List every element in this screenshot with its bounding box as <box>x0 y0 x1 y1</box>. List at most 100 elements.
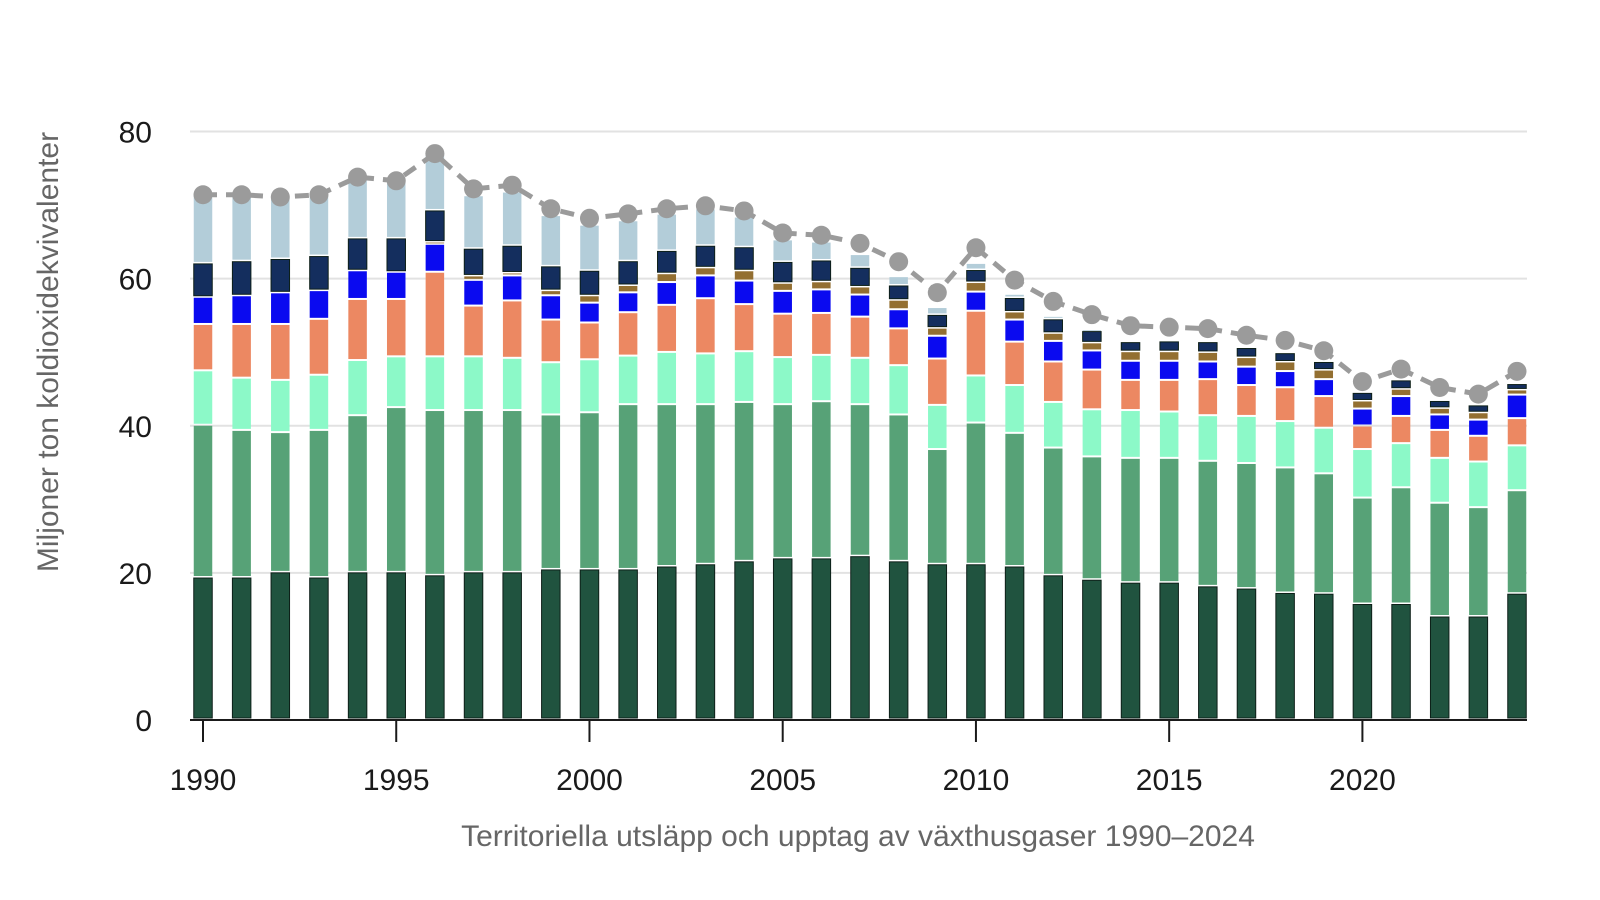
bar-stack <box>850 255 870 719</box>
total-point <box>889 252 909 272</box>
bar-segment <box>812 313 831 354</box>
bar-segment <box>502 411 522 571</box>
bar-segment <box>1236 588 1257 719</box>
bar-segment <box>541 320 561 362</box>
total-point <box>850 233 870 253</box>
bar-segment <box>927 314 948 328</box>
y-tick-label: 40 <box>119 411 152 444</box>
bar-segment <box>425 272 445 356</box>
bar-segment <box>850 317 870 357</box>
bar-segment <box>1005 342 1024 385</box>
bar-segment <box>618 405 638 568</box>
bar-segment <box>696 268 715 275</box>
bar-stack <box>1159 341 1179 719</box>
bar-segment <box>541 415 561 568</box>
bar-segment <box>1314 370 1334 379</box>
y-tick-label: 20 <box>119 558 152 591</box>
bar-segment <box>1275 388 1295 421</box>
bar-stack <box>1120 342 1141 719</box>
total-point <box>425 144 445 164</box>
bar-segment <box>657 283 677 304</box>
bar-segment <box>696 299 715 353</box>
bar-segment <box>580 413 599 568</box>
bar-stack <box>270 196 291 719</box>
x-tick-label: 2005 <box>749 764 816 797</box>
bar-segment <box>309 430 329 577</box>
total-point <box>232 185 252 205</box>
bar-segment <box>773 240 792 261</box>
bar-segment <box>927 564 948 719</box>
bar-segment <box>541 363 561 414</box>
bar-segment <box>1275 362 1295 371</box>
bar-segment <box>850 287 870 294</box>
bar-segment <box>1043 362 1063 401</box>
bar-stack <box>1043 316 1063 719</box>
bar-segment <box>1507 390 1527 394</box>
bar-segment <box>773 314 792 357</box>
bar-segment <box>1430 430 1449 457</box>
bar-segment <box>966 263 986 269</box>
bar-segment <box>657 305 677 351</box>
bar-stack <box>1352 392 1373 719</box>
bar-segment <box>1275 372 1295 387</box>
x-tick-label: 1995 <box>363 764 430 797</box>
total-point <box>270 187 290 207</box>
bar-segment <box>1005 312 1024 319</box>
bar-segment <box>1391 380 1411 389</box>
bar-segment <box>734 281 754 304</box>
bar-segment <box>850 255 870 267</box>
bar-segment <box>193 425 213 577</box>
bar-stack <box>1198 342 1218 719</box>
total-point <box>1236 325 1256 345</box>
bar-segment <box>1198 380 1218 415</box>
bar-segment <box>1082 351 1102 369</box>
bar-segment <box>271 380 290 432</box>
bar-segment <box>889 415 908 560</box>
bar-segment <box>1353 450 1372 497</box>
bar-segment <box>502 276 522 300</box>
total-point <box>695 196 715 216</box>
bar-segment <box>657 274 677 282</box>
bar-segment <box>1005 386 1024 432</box>
bar-segment <box>231 261 252 295</box>
bar-segment <box>309 256 329 290</box>
bar-segment <box>1198 342 1218 352</box>
bar-segment <box>1198 362 1218 379</box>
bar-stack <box>541 216 561 719</box>
bar-segment <box>386 180 406 237</box>
bar-segment <box>193 194 213 262</box>
bar-segment <box>928 405 947 449</box>
bar-segment <box>1120 342 1141 351</box>
bar-segment <box>386 272 406 298</box>
bar-segment <box>966 270 986 282</box>
bar-stack <box>772 240 793 719</box>
bar-segment <box>232 378 251 429</box>
bar-segment <box>386 357 406 407</box>
bar-segment <box>1159 458 1179 582</box>
bar-stack <box>347 177 368 719</box>
total-point <box>579 208 599 228</box>
bar-segment <box>464 276 483 279</box>
bar-segment <box>772 558 793 719</box>
bar-segment <box>773 283 792 290</box>
total-point <box>386 171 406 191</box>
bar-segment <box>1468 616 1489 719</box>
bar-segment <box>309 375 329 429</box>
bar-segment <box>1043 341 1063 361</box>
bar-segment <box>464 280 483 305</box>
bar-segment <box>812 282 831 289</box>
bar-segment <box>618 285 638 292</box>
bar-segment <box>812 242 831 259</box>
total-point <box>1043 291 1063 311</box>
y-tick-label: 80 <box>119 117 152 150</box>
bar-segment <box>1159 341 1179 351</box>
x-axis-title: Territoriella utsläpp och upptag av växt… <box>461 820 1255 853</box>
bar-segment <box>1198 416 1218 460</box>
bar-segment <box>928 359 947 404</box>
bar-segment <box>1043 448 1063 574</box>
bar-segment <box>309 577 329 719</box>
bar-segment <box>1468 405 1489 412</box>
bar-stack <box>425 153 445 719</box>
bar-stack <box>1314 361 1334 719</box>
bars <box>193 153 1527 719</box>
